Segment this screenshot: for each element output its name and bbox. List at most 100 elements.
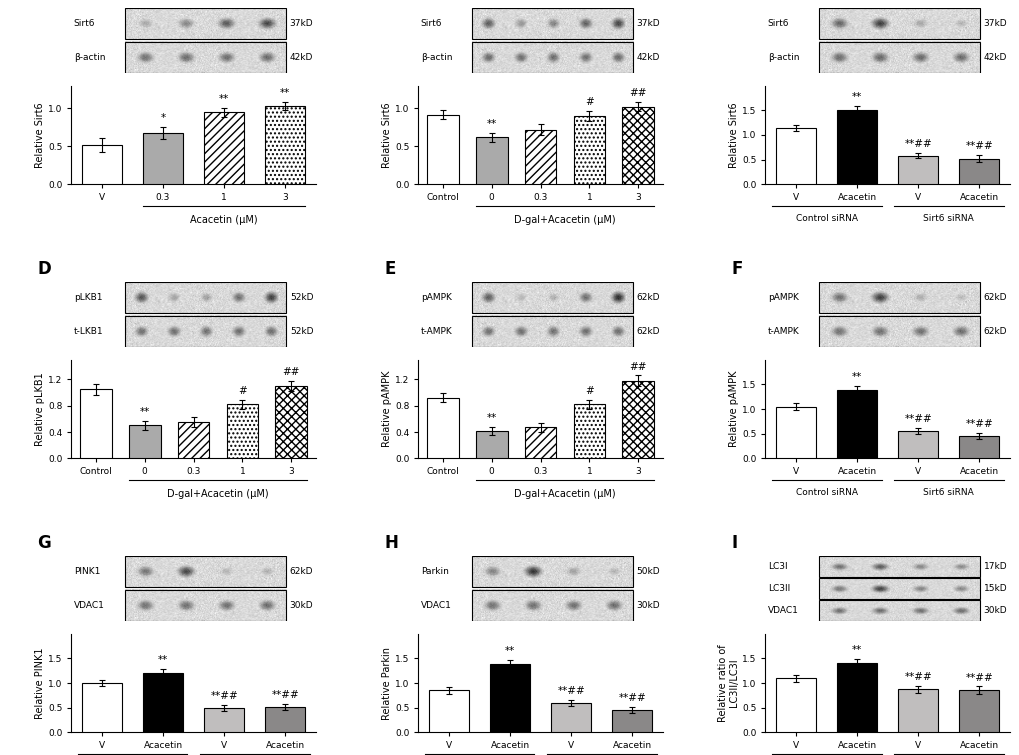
Bar [125, 590, 286, 621]
Text: **: ** [140, 407, 150, 417]
Y-axis label: Relative pLKB1: Relative pLKB1 [36, 372, 45, 446]
Y-axis label: Relative PINK1: Relative PINK1 [36, 647, 45, 719]
Text: Sirt6: Sirt6 [767, 19, 789, 28]
Text: 62kD: 62kD [983, 293, 1007, 302]
Text: D-gal+Acacetin (μM): D-gal+Acacetin (μM) [167, 489, 269, 499]
Text: **: ** [851, 645, 861, 655]
Bar [959, 690, 999, 732]
Text: **##: **## [618, 693, 645, 703]
Text: 37kD: 37kD [982, 19, 1007, 28]
Text: D: D [37, 260, 51, 278]
Bar [143, 673, 182, 732]
Text: pLKB1: pLKB1 [73, 293, 102, 302]
Y-axis label: Relative Sirt6: Relative Sirt6 [729, 102, 739, 168]
Bar [959, 159, 999, 184]
Bar [818, 600, 979, 621]
Text: **: ** [158, 655, 168, 665]
Bar [143, 133, 182, 184]
Bar [472, 42, 633, 73]
Text: **##: **## [271, 690, 299, 700]
Text: 37kD: 37kD [636, 19, 659, 28]
Bar [550, 703, 590, 732]
Text: β-actin: β-actin [767, 53, 799, 62]
Text: t-AMPK: t-AMPK [767, 327, 799, 336]
Bar [573, 405, 604, 458]
Text: B: B [384, 0, 396, 4]
Text: 62kD: 62kD [636, 327, 659, 336]
Text: C: C [731, 0, 743, 4]
Text: pAMPK: pAMPK [421, 293, 451, 302]
Bar [125, 8, 286, 39]
Bar [125, 556, 286, 587]
Bar [472, 8, 633, 39]
Text: β-actin: β-actin [421, 53, 451, 62]
Bar [837, 664, 876, 732]
Text: 62kD: 62kD [983, 327, 1007, 336]
Text: 52kD: 52kD [289, 327, 313, 336]
Bar [524, 130, 556, 184]
Text: pAMPK: pAMPK [767, 293, 798, 302]
Text: Control siRNA: Control siRNA [795, 488, 857, 497]
Bar [275, 386, 307, 458]
Bar [898, 431, 937, 458]
Text: VDAC1: VDAC1 [767, 606, 798, 615]
Text: D-gal+Acacetin (μM): D-gal+Acacetin (μM) [514, 489, 615, 499]
Text: 17kD: 17kD [982, 562, 1007, 571]
Bar [265, 707, 305, 732]
Y-axis label: Relative Parkin: Relative Parkin [382, 646, 392, 720]
Bar [125, 282, 286, 313]
Bar [79, 390, 112, 458]
Bar [204, 707, 244, 732]
Bar [775, 678, 815, 732]
Text: **##: **## [210, 691, 237, 701]
Bar [818, 578, 979, 599]
Bar [82, 145, 121, 184]
Text: **: ** [851, 372, 861, 382]
Text: Acacetin (μM): Acacetin (μM) [191, 215, 258, 225]
Text: **##: **## [964, 419, 993, 430]
Text: 62kD: 62kD [636, 293, 659, 302]
Bar [128, 426, 160, 458]
Bar [125, 316, 286, 347]
Text: 37kD: 37kD [289, 19, 313, 28]
Bar [204, 112, 244, 184]
Text: **: ** [280, 88, 290, 98]
Bar [818, 8, 979, 39]
Text: 42kD: 42kD [983, 53, 1007, 62]
Y-axis label: Relative Sirt6: Relative Sirt6 [36, 102, 45, 168]
Text: I: I [731, 534, 737, 552]
Bar [775, 406, 815, 458]
Text: Control siRNA: Control siRNA [795, 214, 857, 223]
Bar [177, 422, 209, 458]
Text: G: G [37, 534, 51, 552]
Text: **: ** [219, 94, 229, 103]
Bar [472, 556, 633, 587]
Text: Sirt6 siRNA: Sirt6 siRNA [922, 488, 973, 497]
Text: #: # [585, 386, 593, 396]
Bar [472, 316, 633, 347]
Text: **##: **## [964, 141, 993, 151]
Bar [472, 282, 633, 313]
Bar [429, 690, 469, 732]
Bar [490, 664, 530, 732]
Text: 15kD: 15kD [982, 584, 1007, 593]
Y-axis label: Relative pAMPK: Relative pAMPK [382, 371, 392, 447]
Text: H: H [384, 534, 397, 552]
Text: LC3I: LC3I [767, 562, 787, 571]
Text: 30kD: 30kD [636, 601, 659, 610]
Text: 30kD: 30kD [982, 606, 1007, 615]
Bar [573, 116, 604, 184]
Text: ##: ## [629, 362, 646, 371]
Text: **: ** [504, 646, 515, 656]
Text: #: # [237, 386, 247, 396]
Text: LC3II: LC3II [767, 584, 790, 593]
Y-axis label: Relative Sirt6: Relative Sirt6 [382, 102, 392, 168]
Bar [775, 128, 815, 184]
Bar [265, 106, 305, 184]
Bar [837, 110, 876, 184]
Text: 62kD: 62kD [289, 567, 313, 576]
Text: ##: ## [282, 367, 300, 377]
Text: **: ** [486, 119, 496, 129]
Text: VDAC1: VDAC1 [421, 601, 451, 610]
Bar [818, 316, 979, 347]
